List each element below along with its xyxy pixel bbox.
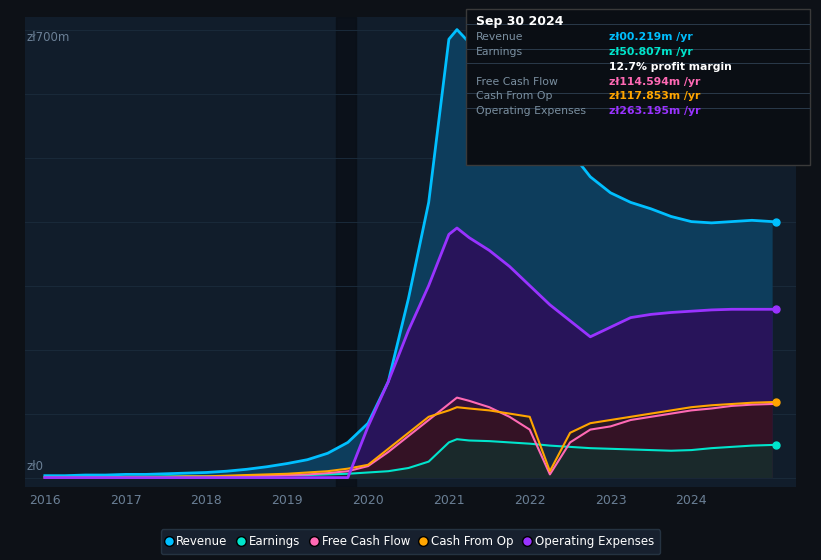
Bar — [336, 17, 356, 487]
Legend: Revenue, Earnings, Free Cash Flow, Cash From Op, Operating Expenses: Revenue, Earnings, Free Cash Flow, Cash … — [161, 529, 660, 554]
Text: zł117.853m /yr: zł117.853m /yr — [609, 91, 700, 101]
Text: zł114.594m /yr: zł114.594m /yr — [609, 77, 700, 87]
Text: 12.7% profit margin: 12.7% profit margin — [609, 62, 732, 72]
Text: zł700m: zł700m — [26, 31, 70, 44]
Text: Sep 30 2024: Sep 30 2024 — [476, 15, 564, 28]
Text: Earnings: Earnings — [476, 46, 523, 57]
Text: Operating Expenses: Operating Expenses — [476, 106, 586, 116]
Text: zł50.807m /yr: zł50.807m /yr — [609, 46, 693, 57]
Text: zł263.195m /yr: zł263.195m /yr — [609, 106, 700, 116]
Text: Cash From Op: Cash From Op — [476, 91, 553, 101]
Text: Revenue: Revenue — [476, 32, 524, 42]
Text: Free Cash Flow: Free Cash Flow — [476, 77, 558, 87]
Text: zł00.219m /yr: zł00.219m /yr — [609, 32, 693, 42]
Text: zł0: zł0 — [26, 460, 44, 473]
